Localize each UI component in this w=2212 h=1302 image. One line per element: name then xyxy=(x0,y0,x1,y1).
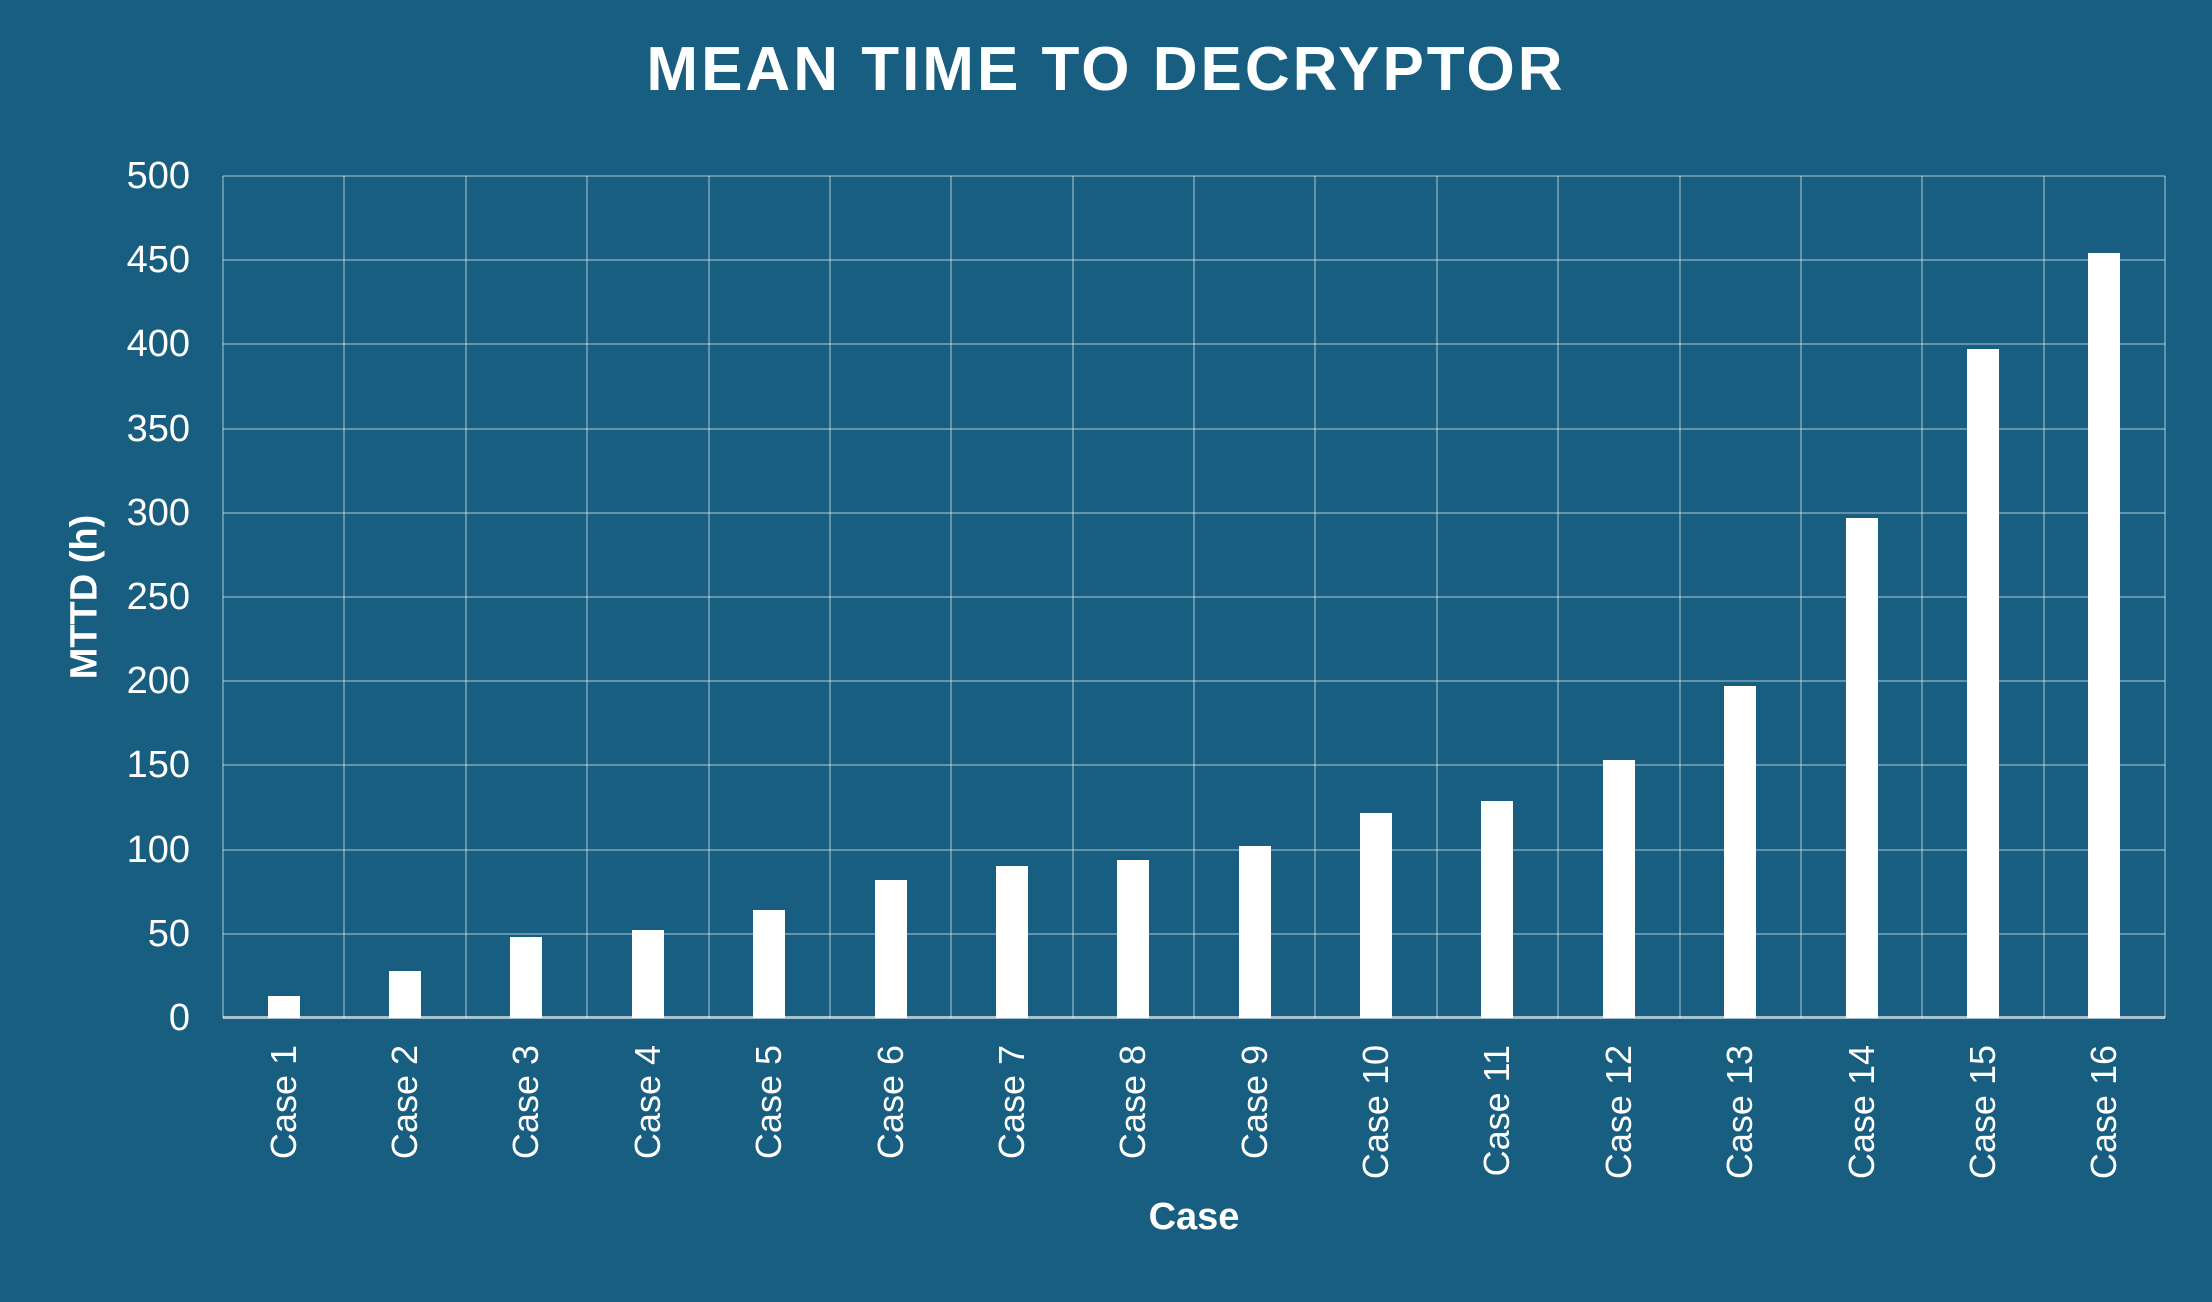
v-gridline xyxy=(1921,176,1924,1018)
y-tick-label: 300 xyxy=(126,491,190,534)
y-tick-label: 50 xyxy=(147,912,190,955)
x-tick-label: Case 12 xyxy=(1597,1045,1639,1180)
v-gridline xyxy=(1071,176,1074,1018)
y-tick-label: 150 xyxy=(126,744,190,787)
y-tick-label: 0 xyxy=(168,997,190,1039)
h-gridline xyxy=(223,680,2165,683)
y-tick-label: 100 xyxy=(126,828,190,871)
x-tick-label: Case 13 xyxy=(1719,1045,1761,1180)
h-gridline xyxy=(223,511,2165,514)
v-gridline xyxy=(1435,176,1438,1018)
v-gridline xyxy=(828,176,831,1018)
bar-case-11 xyxy=(1481,800,1514,1018)
x-tick-label: Case 7 xyxy=(990,1045,1032,1160)
y-tick-label: 200 xyxy=(126,660,190,703)
bar-case-4 xyxy=(631,930,664,1018)
h-gridline xyxy=(223,343,2165,346)
v-gridline xyxy=(2042,176,2045,1018)
y-tick-label: 450 xyxy=(126,239,190,282)
y-tick-label: 350 xyxy=(126,407,190,450)
x-axis-line xyxy=(223,1016,2165,1019)
bar-case-12 xyxy=(1602,760,1635,1018)
bar-case-10 xyxy=(1360,812,1393,1018)
x-tick-label: Case 9 xyxy=(1233,1045,1275,1160)
x-axis-title: Case xyxy=(1148,1196,1240,1238)
v-gridline xyxy=(464,176,467,1018)
x-tick-label: Case 6 xyxy=(869,1045,911,1160)
x-tick-label: Case 8 xyxy=(1112,1045,1154,1160)
bar-case-8 xyxy=(1117,859,1150,1018)
h-gridline xyxy=(223,848,2165,851)
y-tick-label: 250 xyxy=(126,576,190,618)
bar-case-15 xyxy=(1966,349,1999,1018)
v-gridline xyxy=(222,176,224,1018)
bar-case-5 xyxy=(753,910,786,1018)
h-gridline xyxy=(223,175,2165,177)
x-tick-label: Case 4 xyxy=(626,1045,668,1160)
h-gridline xyxy=(223,932,2165,935)
x-tick-label: Case 14 xyxy=(1840,1045,1882,1180)
bar-case-14 xyxy=(1845,517,1878,1018)
bar-case-7 xyxy=(995,866,1028,1018)
x-tick-label: Case 2 xyxy=(384,1045,426,1160)
chart-title: MEAN TIME TO DECRYPTOR xyxy=(646,35,1566,104)
x-tick-label: Case 1 xyxy=(262,1045,304,1160)
h-gridline xyxy=(223,259,2165,262)
v-gridline xyxy=(586,176,589,1018)
v-gridline xyxy=(1193,176,1195,1018)
bar-case-2 xyxy=(389,970,422,1018)
h-gridline xyxy=(223,764,2165,767)
v-gridline xyxy=(950,176,953,1018)
x-tick-label: Case 3 xyxy=(505,1045,547,1160)
y-tick-label: 500 xyxy=(126,155,190,197)
v-gridline xyxy=(1314,176,1317,1018)
h-gridline xyxy=(223,427,2165,430)
v-gridline xyxy=(707,176,710,1018)
bar-case-9 xyxy=(1238,846,1271,1018)
v-gridline xyxy=(1557,176,1560,1018)
x-tick-label: Case 15 xyxy=(1961,1045,2003,1180)
v-gridline xyxy=(2164,176,2166,1018)
y-tick-label: 400 xyxy=(126,323,190,366)
v-gridline xyxy=(1678,176,1681,1018)
bar-case-13 xyxy=(1724,686,1757,1018)
h-gridline xyxy=(223,596,2165,598)
v-gridline xyxy=(1799,176,1802,1018)
v-gridline xyxy=(343,176,346,1018)
bar-case-6 xyxy=(874,879,907,1018)
bar-case-3 xyxy=(510,937,543,1018)
bar-case-16 xyxy=(2088,253,2121,1018)
x-tick-label: Case 16 xyxy=(2083,1045,2125,1180)
x-tick-label: Case 11 xyxy=(1476,1045,1518,1177)
x-tick-label: Case 10 xyxy=(1355,1045,1397,1180)
x-tick-label: Case 5 xyxy=(748,1045,790,1160)
bar-case-1 xyxy=(267,996,300,1018)
